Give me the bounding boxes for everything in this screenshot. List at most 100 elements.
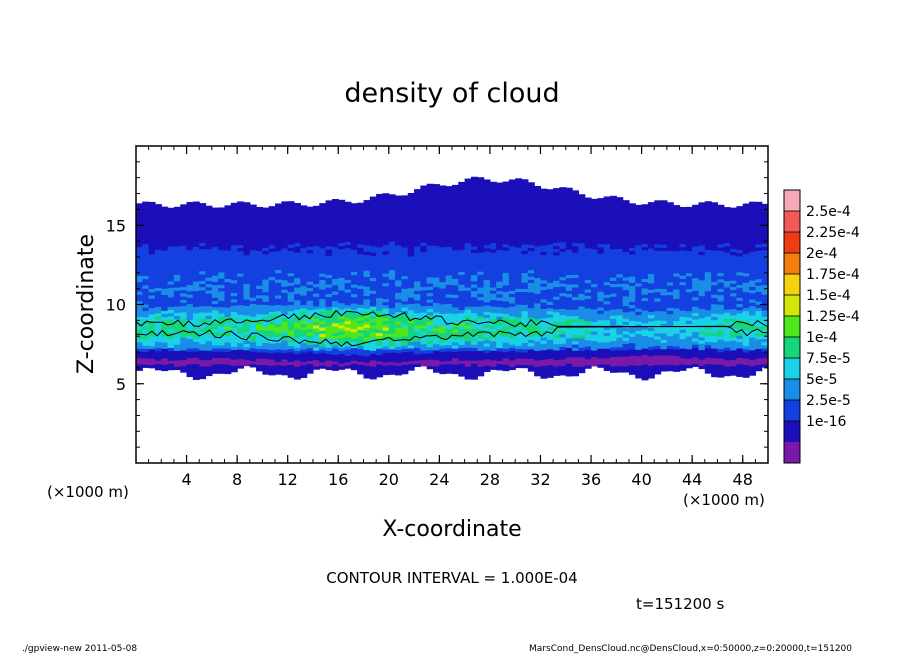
heatmap-cell — [331, 233, 339, 238]
heatmap-cell — [401, 265, 409, 270]
heatmap-cell — [426, 302, 434, 306]
heatmap-cell — [603, 208, 611, 213]
heatmap-cell — [350, 217, 358, 222]
heatmap-cell — [230, 336, 238, 341]
heatmap-cell — [527, 222, 535, 226]
heatmap-cell — [553, 311, 561, 316]
heatmap-cell — [679, 357, 687, 362]
heatmap-cell — [414, 318, 421, 323]
heatmap-cell — [496, 262, 504, 266]
heatmap-cell — [186, 309, 194, 314]
heatmap-cell — [388, 263, 396, 268]
heatmap-cell — [294, 210, 301, 215]
heatmap-cell — [578, 261, 586, 266]
heatmap-cell — [401, 269, 409, 273]
heatmap-cell — [344, 225, 352, 230]
heatmap-cell — [546, 225, 554, 229]
heatmap-cell — [483, 361, 491, 366]
heatmap-cell — [382, 345, 390, 350]
heatmap-cell — [205, 274, 213, 278]
heatmap-cell — [426, 321, 434, 325]
heatmap-cell — [230, 352, 238, 357]
heatmap-cell — [136, 316, 143, 321]
heatmap-cell — [584, 285, 592, 290]
heatmap-cell — [439, 218, 447, 222]
heatmap-cell — [300, 263, 308, 268]
heatmap-cell — [300, 266, 308, 271]
heatmap-cell — [628, 336, 636, 340]
heatmap-cell — [673, 231, 681, 236]
heatmap-cell — [477, 274, 485, 279]
heatmap-cell — [610, 283, 617, 288]
heatmap-cell — [578, 271, 586, 275]
heatmap-cell — [275, 304, 282, 309]
heatmap-cell — [338, 296, 346, 301]
heatmap-cell — [230, 251, 238, 255]
heatmap-cell — [401, 221, 409, 226]
heatmap-cell — [654, 281, 662, 286]
heatmap-cell — [622, 200, 630, 202]
heatmap-cell — [136, 281, 143, 286]
heatmap-cell — [439, 196, 447, 200]
heatmap-cell — [679, 367, 687, 371]
heatmap-cell — [300, 256, 308, 261]
heatmap-cell — [306, 262, 314, 266]
heatmap-cell — [470, 303, 478, 307]
heatmap-cell — [388, 285, 396, 290]
heatmap-cell — [527, 314, 535, 318]
heatmap-cell — [464, 283, 472, 288]
heatmap-cell — [553, 286, 561, 291]
heatmap-cell — [167, 360, 175, 364]
heatmap-cell — [218, 249, 226, 254]
heatmap-cell — [325, 207, 333, 212]
heatmap-cell — [287, 212, 295, 217]
heatmap-cell — [660, 313, 668, 318]
heatmap-cell — [610, 334, 617, 338]
heatmap-cell — [666, 310, 674, 315]
heatmap-cell — [350, 239, 358, 244]
heatmap-cell — [521, 253, 529, 258]
heatmap-cell — [477, 242, 485, 247]
heatmap-cell — [325, 293, 333, 298]
heatmap-cell — [445, 208, 453, 213]
heatmap-cell — [325, 220, 333, 225]
heatmap-cell — [281, 308, 289, 312]
heatmap-cell — [458, 341, 466, 345]
heatmap-cell — [584, 333, 592, 338]
heatmap-cell — [369, 226, 377, 231]
heatmap-cell — [180, 245, 188, 250]
heatmap-cell — [445, 214, 453, 219]
heatmap-cell — [673, 260, 681, 265]
heatmap-cell — [325, 277, 333, 282]
heatmap-cell — [180, 264, 188, 269]
heatmap-cell — [458, 350, 466, 355]
heatmap-cell — [173, 229, 181, 234]
heatmap-cell — [553, 280, 561, 284]
heatmap-cell — [496, 220, 504, 225]
heatmap-cell — [578, 309, 586, 313]
heatmap-cell — [685, 259, 693, 264]
heatmap-cell — [161, 322, 169, 327]
heatmap-cell — [388, 342, 396, 347]
heatmap-cell — [414, 207, 421, 212]
heatmap-cell — [256, 335, 263, 340]
heatmap-cell — [357, 234, 365, 239]
heatmap-cell — [331, 294, 339, 298]
heatmap-cell — [268, 232, 276, 236]
heatmap-cell — [211, 347, 219, 352]
heatmap-cell — [521, 231, 529, 236]
heatmap-cell — [319, 260, 327, 265]
heatmap-cell — [199, 251, 207, 256]
heatmap-cell — [420, 289, 428, 294]
heatmap-cell — [603, 345, 611, 349]
heatmap-cell — [401, 345, 409, 349]
heatmap-cell — [483, 336, 491, 341]
heatmap-cell — [685, 231, 693, 236]
heatmap-cell — [578, 305, 586, 310]
heatmap-cell — [546, 209, 554, 214]
heatmap-cell — [199, 216, 207, 221]
heatmap-cell — [527, 212, 535, 217]
heatmap-cell — [521, 190, 529, 194]
heatmap-cell — [445, 262, 453, 266]
heatmap-cell — [167, 226, 175, 231]
